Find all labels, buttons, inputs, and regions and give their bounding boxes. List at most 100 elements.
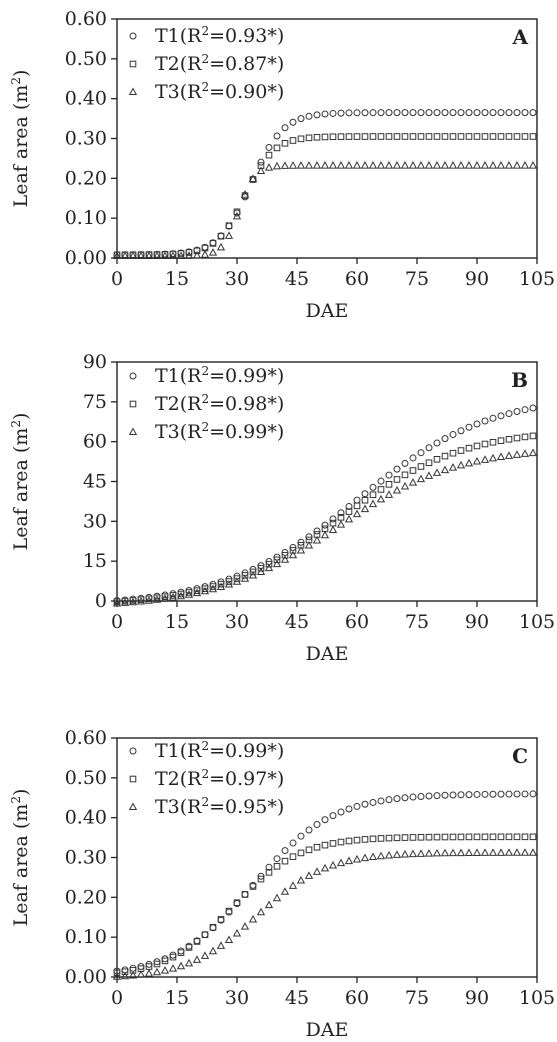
r2-superscript: 2 xyxy=(201,364,209,378)
data-point xyxy=(457,109,465,117)
data-point xyxy=(513,434,521,442)
data-point xyxy=(168,251,178,259)
data-point xyxy=(504,161,514,169)
y-tick-label: 0.00 xyxy=(65,966,107,988)
data-point xyxy=(448,848,458,857)
data-point xyxy=(441,833,449,841)
data-point xyxy=(305,134,313,142)
data-point xyxy=(481,833,489,841)
legend-entry-t1: T1(R2=0.99*) xyxy=(129,739,284,762)
data-point xyxy=(361,109,369,117)
y-tick-label: 0.60 xyxy=(65,727,107,749)
data-point xyxy=(337,808,345,816)
data-point xyxy=(505,435,513,443)
x-tick-label: 30 xyxy=(225,987,249,1009)
data-point xyxy=(433,833,441,841)
legend-entry-t3: T3(R2=0.95*) xyxy=(128,795,284,818)
data-point xyxy=(409,133,417,140)
data-point xyxy=(313,527,321,535)
data-point xyxy=(344,514,354,523)
data-point xyxy=(465,133,473,140)
data-point xyxy=(153,958,161,966)
data-point xyxy=(504,451,514,459)
y-tick-label: 0.40 xyxy=(65,88,107,110)
data-point xyxy=(353,502,361,510)
data-point xyxy=(441,452,449,460)
data-point xyxy=(153,594,161,602)
legend-entry-t3: T3(R2=0.99*) xyxy=(128,420,284,443)
data-point xyxy=(129,597,137,604)
data-point xyxy=(361,496,369,504)
data-point xyxy=(384,161,394,169)
data-point xyxy=(384,490,394,498)
data-point xyxy=(225,222,233,230)
data-point xyxy=(520,161,530,169)
x-tick-label: 15 xyxy=(165,611,189,633)
data-point xyxy=(321,133,329,141)
data-point xyxy=(505,790,513,798)
data-point xyxy=(385,471,393,479)
data-point xyxy=(161,593,169,600)
data-point xyxy=(360,161,370,169)
data-point xyxy=(200,250,210,258)
data-point xyxy=(248,570,258,579)
data-point xyxy=(465,791,473,799)
r2-value: =0.97*) xyxy=(209,768,284,790)
data-point xyxy=(496,161,506,169)
data-point xyxy=(352,161,362,169)
data-point xyxy=(313,133,321,141)
series-t3-points xyxy=(112,848,538,980)
data-point xyxy=(409,454,417,462)
data-point xyxy=(441,109,449,117)
data-point xyxy=(169,250,177,258)
series-t2-points xyxy=(113,833,537,977)
legend-entry-t2: T2(R2=0.97*) xyxy=(129,767,284,790)
data-point xyxy=(128,597,138,606)
x-tick-label: 15 xyxy=(165,268,189,290)
data-point xyxy=(497,790,505,798)
data-point xyxy=(345,133,353,140)
y-axis-label-superscript: 2 xyxy=(9,77,23,85)
data-point xyxy=(153,960,161,968)
data-point xyxy=(385,109,393,117)
data-point xyxy=(520,449,530,457)
data-point xyxy=(369,491,377,499)
data-point xyxy=(401,471,409,479)
data-point xyxy=(248,174,258,182)
data-point xyxy=(393,834,401,842)
y-tick-label: 15 xyxy=(83,550,107,572)
y-tick-label: 45 xyxy=(83,471,107,493)
data-point xyxy=(529,133,537,140)
data-point xyxy=(505,109,513,117)
data-point xyxy=(392,485,402,494)
data-point xyxy=(529,109,537,117)
data-point xyxy=(313,821,321,829)
r2-superscript: 2 xyxy=(201,52,209,66)
data-point xyxy=(280,161,290,169)
r2-prefix: (R xyxy=(180,796,202,818)
panel-label: A xyxy=(511,25,528,49)
data-point xyxy=(209,924,217,931)
data-point xyxy=(416,849,426,857)
data-point xyxy=(473,133,481,140)
data-point xyxy=(432,848,442,857)
x-tick-label: 105 xyxy=(519,611,555,633)
r2-value: =0.95*) xyxy=(209,796,284,818)
data-point xyxy=(177,590,185,598)
data-point xyxy=(176,961,186,970)
data-point xyxy=(449,109,457,117)
data-point xyxy=(232,928,242,937)
data-point xyxy=(304,541,314,549)
data-point xyxy=(321,521,329,529)
data-point xyxy=(369,133,377,140)
data-point xyxy=(321,816,329,824)
x-tick-label: 60 xyxy=(345,611,369,633)
data-point xyxy=(473,109,481,117)
r2-value: =0.87*) xyxy=(209,53,284,75)
data-point xyxy=(497,133,505,140)
data-point xyxy=(265,863,273,871)
data-point xyxy=(481,790,489,798)
y-tick-label: 0.30 xyxy=(65,847,107,869)
data-point xyxy=(353,802,361,810)
